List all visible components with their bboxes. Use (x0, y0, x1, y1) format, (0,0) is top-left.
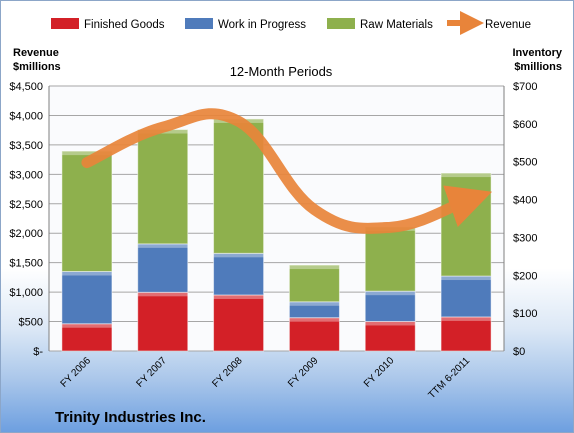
bar-work-in-progress (440, 275, 492, 318)
legend-swatch-work-in-progress (185, 18, 213, 29)
revenue-line-group (81, 108, 493, 234)
bar-highlight (289, 317, 340, 322)
bar-work-in-progress (364, 290, 416, 322)
bar-raw-materials (440, 172, 492, 277)
bar-work-in-progress (61, 271, 113, 325)
bar-work-in-progress (213, 252, 265, 296)
right-axis-ticks: $0 $100 $200 $300 $400 $500 $600 $700 (513, 81, 537, 358)
x-tick-label: FY 2006 (59, 355, 94, 390)
bar-finished-goods (61, 323, 113, 352)
bar-raw-materials (364, 226, 416, 292)
bar-work-in-progress (137, 243, 189, 293)
bar-highlight (213, 294, 264, 299)
right-tick-label: $500 (513, 157, 537, 169)
revenue-line (81, 108, 493, 234)
left-tick-label: $1,000 (9, 287, 43, 299)
company-name: Trinity Industries Inc. (55, 409, 206, 426)
right-tick-label: $0 (513, 346, 525, 358)
x-tick-label: FY 2007 (134, 355, 169, 390)
legend-swatch-finished-goods (51, 18, 79, 29)
bar-highlight (213, 253, 264, 258)
x-axis-ticks: FY 2006 FY 2007 FY 2008 FY 2009 FY 2010 TTM 6… (59, 355, 473, 401)
bar-finished-goods (213, 294, 265, 352)
bar-highlight (61, 323, 112, 328)
left-tick-label: $3,500 (9, 140, 43, 152)
bar-finished-goods (364, 320, 416, 352)
right-tick-label: $700 (513, 81, 537, 93)
left-tick-label: $- (33, 346, 43, 358)
chart-title: 12-Month Periods (230, 64, 333, 79)
legend: Finished Goods Work in Progress Raw Materi… (51, 11, 531, 35)
right-axis-title-line2: $millions (514, 61, 562, 73)
right-tick-label: $300 (513, 232, 537, 244)
bar-highlight (441, 173, 492, 178)
right-tick-label: $400 (513, 195, 537, 207)
legend-label: Raw Materials (360, 19, 433, 31)
bar-raw-materials (137, 129, 189, 245)
bar-highlight (137, 243, 188, 248)
bar-highlight (441, 276, 492, 281)
bar-highlight (137, 292, 188, 297)
right-tick-label: $100 (513, 308, 537, 320)
legend-label: Revenue (485, 19, 531, 31)
right-tick-label: $200 (513, 270, 537, 282)
x-tick-label: FY 2010 (362, 355, 397, 390)
bar-highlight (289, 301, 340, 306)
legend-label: Finished Goods (84, 19, 165, 31)
bar-finished-goods (137, 291, 189, 352)
left-axis-ticks: $- $500 $1,000 $1,500 $2,000 $2,500 $3,000 $3,5… (9, 81, 43, 358)
left-tick-label: $3,000 (9, 169, 43, 181)
bar-highlight (61, 271, 112, 276)
left-tick-label: $500 (19, 317, 43, 329)
left-tick-label: $4,500 (9, 81, 43, 93)
bar-highlight (365, 321, 416, 326)
x-tick-label: FY 2009 (286, 355, 321, 390)
right-axis-title-line1: Inventory (512, 47, 562, 59)
right-tick-label: $600 (513, 119, 537, 131)
bar-highlight (61, 151, 112, 156)
left-tick-label: $2,500 (9, 199, 43, 211)
left-axis-title-line1: Revenue (13, 47, 59, 59)
x-tick-label: TTM 6-2011 (426, 355, 472, 401)
bar-raw-materials (61, 150, 113, 272)
x-tick-label: FY 2008 (210, 355, 245, 390)
left-tick-label: $2,000 (9, 228, 43, 240)
bar-highlight (365, 291, 416, 296)
bar-finished-goods (288, 317, 340, 352)
legend-label: Work in Progress (218, 19, 306, 31)
bar-highlight (441, 316, 492, 321)
left-tick-label: $4,000 (9, 110, 43, 122)
left-axis-title-line2: $millions (13, 61, 61, 73)
left-tick-label: $1,500 (9, 258, 43, 270)
bar-raw-materials (288, 264, 340, 303)
legend-swatch-raw-materials (327, 18, 355, 29)
bar-finished-goods (440, 316, 492, 352)
bar-highlight (289, 265, 340, 270)
